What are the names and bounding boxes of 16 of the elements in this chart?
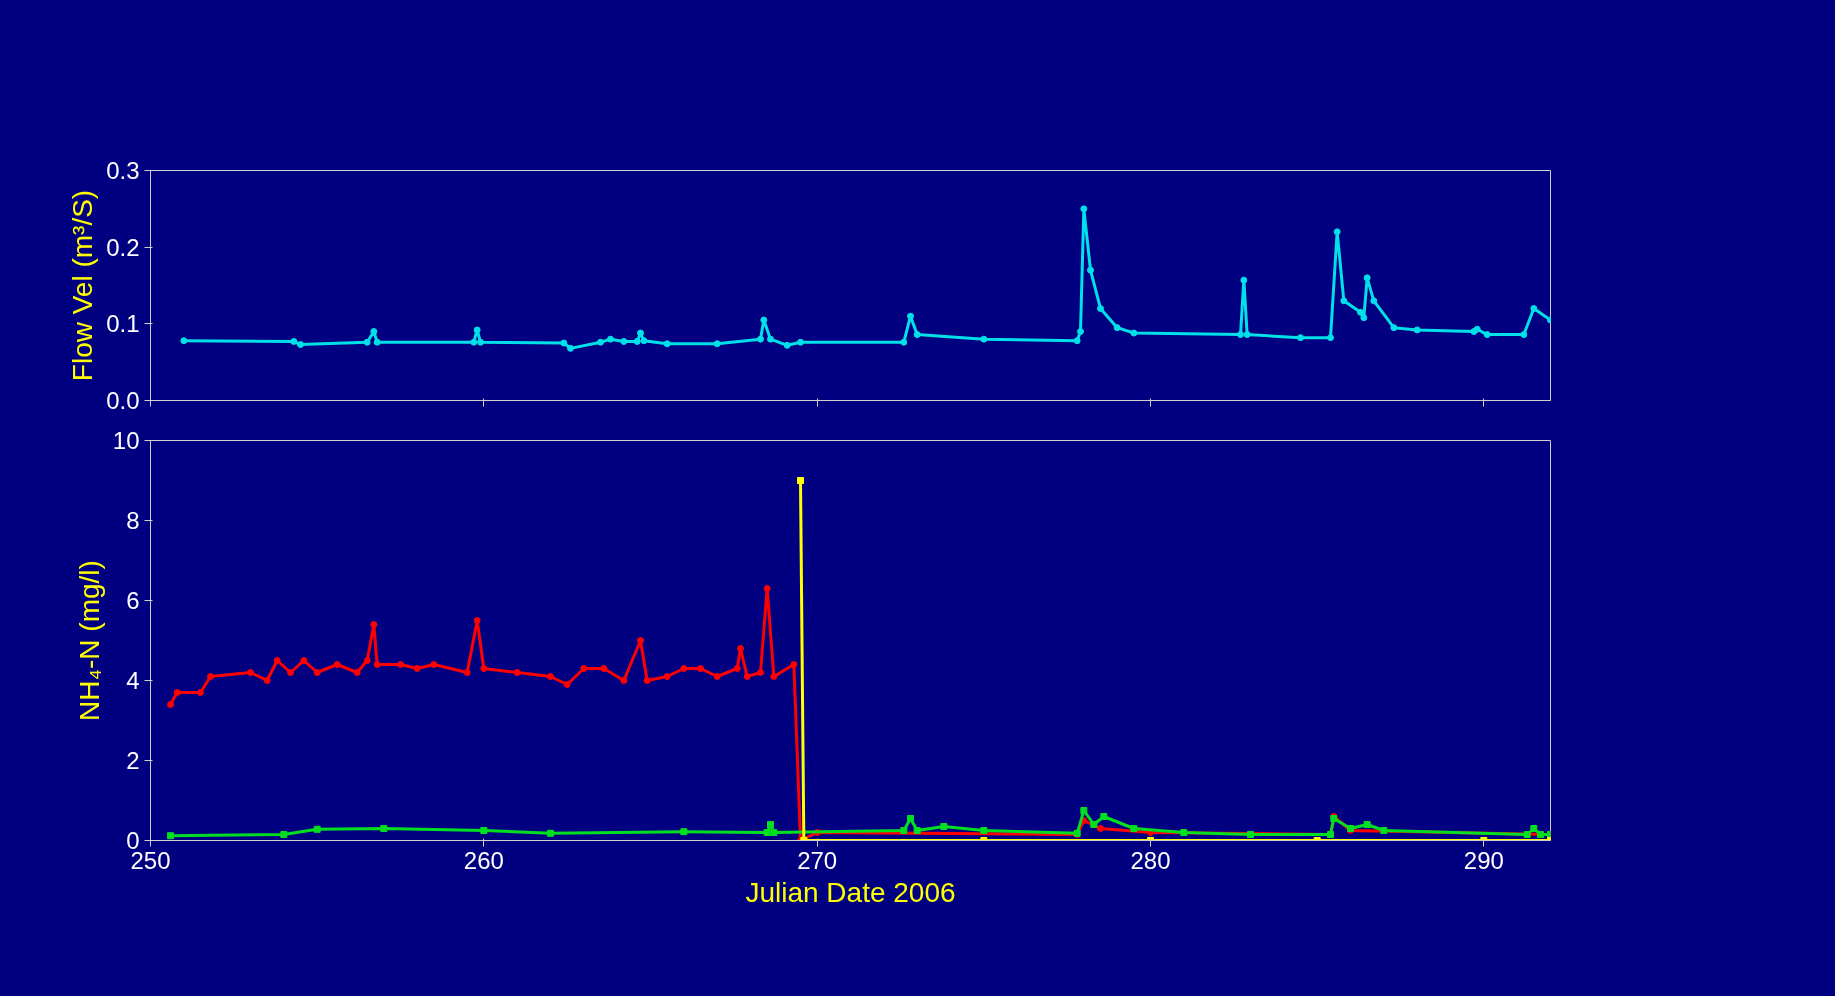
y-tick-label: 0.2 (106, 233, 140, 261)
y-tick-label: 0.0 (106, 387, 140, 414)
y-axis-title: Flow Vel (m³/S) (67, 189, 99, 382)
y-tick-label: 4 (126, 667, 140, 694)
y-tick-label: 0.1 (106, 310, 140, 338)
y-tick-label: 0.3 (106, 157, 140, 184)
y-tick-label: 10 (112, 427, 140, 454)
x-axis-title: Julian Date 2006 (745, 876, 956, 908)
x-tick-label: 270 (797, 846, 838, 874)
y-tick-label: 2 (126, 747, 140, 774)
x-tick-label: 260 (463, 846, 504, 874)
y-axis-title: NH₄-N (mg/l) (73, 560, 105, 721)
y-tick-label: 6 (126, 587, 140, 614)
x-tick-label: 280 (1130, 846, 1171, 874)
y-tick-label: 8 (126, 507, 140, 534)
x-tick-label: 290 (1463, 846, 1504, 874)
